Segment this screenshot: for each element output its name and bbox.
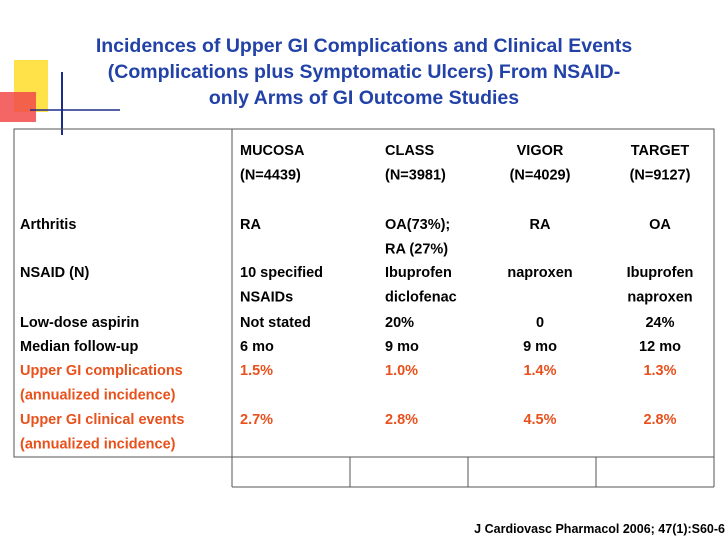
cell: OA(73%); (385, 217, 450, 233)
row-label: Arthritis (20, 217, 76, 233)
cell: 1.3% (643, 363, 676, 379)
cell: 0 (536, 315, 544, 331)
cell: 1.5% (240, 363, 273, 379)
column-header: (N=4439) (240, 168, 301, 184)
row-label: Upper GI complications (20, 363, 183, 379)
row-label: (annualized incidence) (20, 437, 176, 453)
cell: naproxen (507, 265, 572, 281)
cell: 2.8% (643, 412, 676, 428)
cell: naproxen (627, 290, 692, 306)
cell: 6 mo (240, 339, 274, 355)
cell: 20% (385, 315, 414, 331)
cell: 4.5% (523, 412, 556, 428)
title-line: Incidences of Upper GI Complications and… (96, 35, 633, 57)
cell: 2.7% (240, 412, 273, 428)
cell: RA (240, 217, 261, 233)
cell: NSAIDs (240, 290, 293, 306)
column-header: (N=3981) (385, 168, 446, 184)
column-header: (N=9127) (630, 168, 691, 184)
cell: 12 mo (639, 339, 681, 355)
row-label: (annualized incidence) (20, 388, 176, 404)
cell: RA (27%) (385, 242, 448, 258)
column-header: VIGOR (517, 143, 564, 159)
cell: 24% (645, 315, 674, 331)
row-label: Median follow-up (20, 339, 139, 355)
row-label: Upper GI clinical events (20, 412, 184, 428)
column-header: MUCOSA (240, 143, 305, 159)
title-line: only Arms of GI Outcome Studies (209, 87, 519, 109)
decor-red (0, 92, 36, 122)
row-label: NSAID (N) (20, 265, 89, 281)
cell: 1.0% (385, 363, 418, 379)
cell: Ibuprofen (627, 265, 694, 281)
cell: Not stated (240, 315, 311, 331)
cell: 1.4% (523, 363, 556, 379)
table-border (13, 128, 715, 458)
cell: RA (530, 217, 551, 233)
citation: J Cardiovasc Pharmacol 2006; 47(1):S60-6 (474, 522, 725, 536)
cell: Ibuprofen (385, 265, 452, 281)
column-header: CLASS (385, 143, 434, 159)
row-label: Low-dose aspirin (20, 315, 139, 331)
title-line: (Complications plus Symptomatic Ulcers) … (108, 61, 621, 83)
cell: OA (649, 217, 671, 233)
cell: 2.8% (385, 412, 418, 428)
cell: 9 mo (523, 339, 557, 355)
cell: 9 mo (385, 339, 419, 355)
column-header: (N=4029) (510, 168, 571, 184)
cell: 10 specified (240, 265, 323, 281)
cell: diclofenac (385, 290, 457, 306)
column-header: TARGET (631, 143, 690, 159)
